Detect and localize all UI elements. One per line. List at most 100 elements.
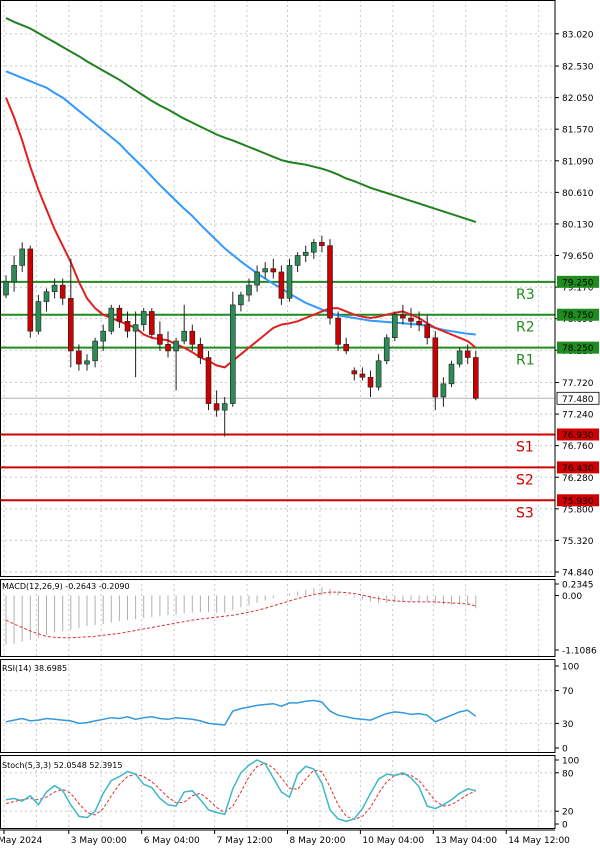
candle-body [270,268,277,273]
candle-body [254,271,260,286]
time-tick-label: 10 May 04:00 [362,836,424,846]
indicator-tick-label: 70 [562,687,574,697]
candle-body [11,265,17,283]
rsi-label: RSI(14) 38.6985 [2,664,67,673]
price-tick-label: 75.800 [562,505,594,515]
time-tick-label: 14 May 12:00 [508,836,570,846]
macd-signal-line [5,591,476,639]
grid [0,0,555,829]
price-tick-label: 82.050 [562,94,594,104]
time-tick-label: 6 May 04:00 [144,836,200,846]
price-tick-label: 81.090 [562,157,594,167]
candle-body [238,294,244,306]
indicator-tick-label: 80 [562,769,574,779]
candle-body [278,271,285,299]
price-tick-label: 79.650 [562,252,594,262]
panel-frames [0,0,556,829]
candle-body [116,307,123,322]
candle-body [197,344,204,358]
candle-body [319,242,325,246]
candle-body [3,281,9,296]
candle-body [68,297,74,352]
candle-body [472,357,479,399]
level-price-box [557,308,599,321]
price-axis: 83.020 82.530 82.050 81.570 81.090 80.610 80.1… [555,30,600,831]
candle-body [124,321,131,332]
candle-body [165,344,171,352]
panel-frame [0,755,556,829]
candle-body [100,330,106,342]
level-price-label: 75.930 [562,497,594,507]
candle-body [416,321,422,325]
candle-body [262,268,269,273]
rsi-line [5,699,477,726]
candle-body [383,337,390,362]
candle-body [189,330,196,345]
candle-body [149,311,155,335]
time-axis: May 2024 3 May 00:00 6 May 04:00 7 May 12:0… [0,829,570,846]
candle-body [448,363,455,385]
price-tick-label: 76.760 [562,442,594,452]
candles [3,235,479,437]
candle-body [59,284,66,299]
indicator-tick-label: 0.00 [562,592,582,602]
level-name-s3: S3 [516,505,534,521]
price-tick-label: 80.610 [562,189,594,199]
candle-body [375,360,382,388]
candle-body [84,360,90,365]
level-price-box [557,341,599,354]
level-price-label: 78.750 [562,311,594,321]
candle-body [246,284,252,296]
indicator-tick-label: 100 [562,757,579,767]
level-name-s1: S1 [516,439,534,455]
candle-body [173,340,179,352]
level-price-label: 76.430 [562,464,594,474]
candle-body [213,403,220,411]
indicator-tick-label: 0.2345 [562,581,594,591]
level-name-s2: S2 [516,472,534,488]
price-tick-label: 82.530 [562,63,594,73]
price-tick-label: 83.020 [562,30,594,40]
time-tick-label: May 2024 [0,836,43,846]
candle-body [294,255,301,266]
candle-body [19,248,26,266]
candle-body [310,242,317,253]
candle-body [432,337,439,398]
current-price-box [556,391,600,405]
candle-body [351,370,358,375]
indicator-tick-label: 30 [562,720,574,730]
indicator-tick-label: 0 [562,821,568,831]
level-price-box [557,275,599,288]
level-price-label: 79.250 [562,278,594,288]
candle-body [35,301,42,332]
candle-body [181,330,187,342]
level-name-r1: R1 [516,353,535,369]
price-tick-label: 77.720 [562,379,594,389]
candle-body [424,324,431,339]
level-price-box [557,428,599,441]
candle-body [456,350,463,365]
candle-body [440,383,447,398]
candle-body [43,291,50,302]
candle-body [157,334,163,345]
price-tick-label: 76.280 [562,474,594,484]
candle-body [327,245,333,319]
stochastic-panel [0,759,555,823]
candle-body [76,350,82,365]
time-tick-label: 13 May 04:00 [435,836,497,846]
indicator-tick-label: 0 [562,745,568,755]
price-tick-label: 74.840 [562,569,594,579]
candle-body [221,403,228,411]
level-name-r3: R3 [516,287,535,303]
panel-frame [0,0,556,577]
level-name-r2: R2 [516,320,535,336]
candle-body [51,284,58,293]
price-tick-label: 75.320 [562,537,594,547]
panel-frame [0,579,556,657]
candle-body [400,314,406,319]
time-tick-label: 3 May 00:00 [71,836,127,846]
candle-body [391,314,398,339]
indicator-tick-label: -1.1086 [562,647,597,657]
ma-slow-line [5,17,477,223]
